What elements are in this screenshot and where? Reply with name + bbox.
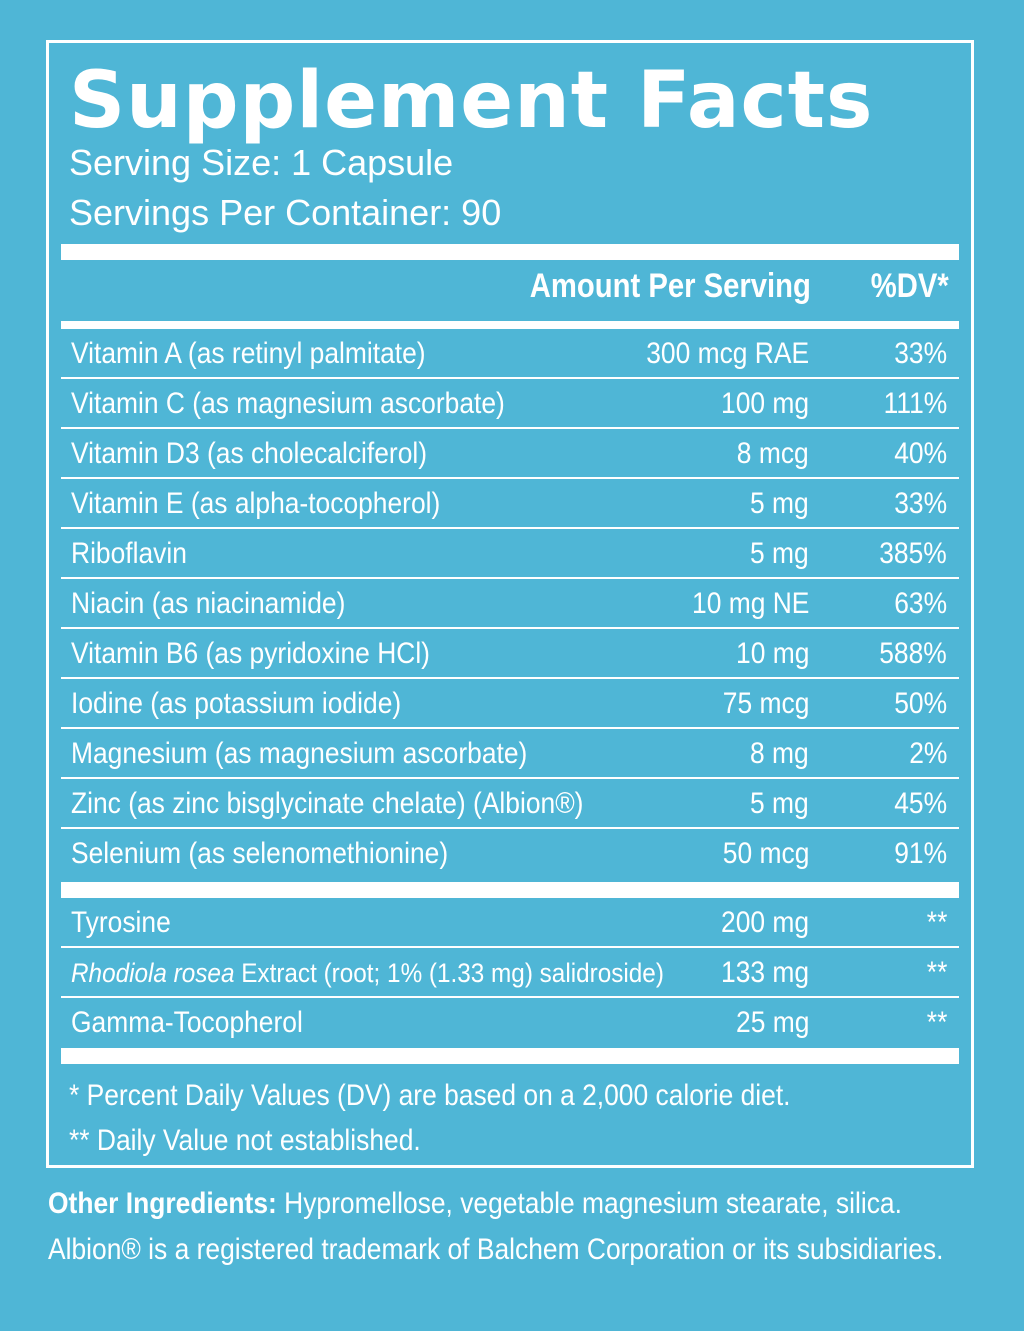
- amount-per-serving-header: Amount Per Serving: [529, 267, 811, 305]
- table-row: Niacin (as niacinamide) 10 mg NE 63%: [61, 579, 959, 629]
- serving-size: Serving Size: 1 Capsule: [69, 142, 454, 183]
- nutrient-dv: 588%: [879, 637, 947, 670]
- table-row: Selenium (as selenomethionine) 50 mcg 91…: [61, 829, 959, 879]
- nutrient-name: Vitamin E (as alpha-tocopherol): [71, 487, 441, 520]
- section-divider: [61, 882, 959, 898]
- table-row: Iodine (as potassium iodide) 75 mcg 50%: [61, 679, 959, 729]
- bottom-divider: [61, 1048, 959, 1064]
- supplement-facts-panel: Supplement Facts Serving Size: 1 Capsule…: [46, 40, 974, 1168]
- nutrient-dv: 91%: [894, 837, 947, 870]
- nutrient-name: Niacin (as niacinamide): [71, 587, 346, 620]
- table-row: Vitamin E (as alpha-tocopherol) 5 mg 33%: [61, 479, 959, 529]
- extract-description: Extract (root; 1% (1.33 mg) salidroside): [234, 958, 664, 988]
- nutrient-amount: 75 mcg: [722, 687, 809, 720]
- table-row: Rhodiola rosea Extract (root; 1% (1.33 m…: [61, 948, 959, 998]
- nutrient-dv: 33%: [894, 487, 947, 520]
- nutrient-amount: 133 mg: [720, 956, 809, 989]
- nutrient-name: Vitamin C (as magnesium ascorbate): [71, 387, 505, 420]
- nutrient-amount: 10 mg: [735, 637, 809, 670]
- table-row: Zinc (as zinc bisglycinate chelate) (Alb…: [61, 779, 959, 829]
- nutrient-amount: 300 mcg RAE: [646, 337, 809, 370]
- nutrient-dv: 111%: [883, 387, 947, 420]
- not-established-footnote: ** Daily Value not established.: [69, 1124, 421, 1157]
- nutrient-amount: 10 mg NE: [691, 587, 809, 620]
- nutrient-dv: **: [926, 906, 947, 939]
- nutrient-amount: 5 mg: [750, 537, 809, 570]
- nutrient-amount: 5 mg: [750, 787, 809, 820]
- nutrient-name: Selenium (as selenomethionine): [71, 837, 449, 870]
- nutrient-name: Gamma-Tocopherol: [71, 1006, 303, 1039]
- nutrient-amount: 5 mg: [750, 487, 809, 520]
- botanical-name: Rhodiola rosea: [71, 958, 235, 988]
- table-row: Vitamin A (as retinyl palmitate) 300 mcg…: [61, 329, 959, 379]
- nutrient-name: Magnesium (as magnesium ascorbate): [71, 737, 528, 770]
- nutrient-name: Vitamin A (as retinyl palmitate): [71, 337, 426, 370]
- table-row: Gamma-Tocopherol 25 mg **: [61, 998, 959, 1048]
- table-row: Vitamin D3 (as cholecalciferol) 8 mcg 40…: [61, 429, 959, 479]
- nutrient-dv: 63%: [894, 587, 947, 620]
- trademark-notice: Albion® is a registered trademark of Bal…: [48, 1233, 944, 1266]
- nutrient-name: Zinc (as zinc bisglycinate chelate) (Alb…: [71, 787, 584, 820]
- nutrient-dv: 50%: [894, 687, 947, 720]
- nutrient-amount: 8 mg: [750, 737, 809, 770]
- servings-per-container: Servings Per Container: 90: [69, 192, 502, 233]
- header-divider: [61, 321, 959, 329]
- nutrient-name: Vitamin D3 (as cholecalciferol): [71, 437, 428, 470]
- table-row: Tyrosine 200 mg **: [61, 898, 959, 948]
- table-row: Magnesium (as magnesium ascorbate) 8 mg …: [61, 729, 959, 779]
- table-row: Riboflavin 5 mg 385%: [61, 529, 959, 579]
- other-ingredients: Other Ingredients: Hypromellose, vegetab…: [48, 1186, 902, 1222]
- nutrient-name: Iodine (as potassium iodide): [71, 687, 402, 720]
- nutrient-dv: 40%: [894, 437, 947, 470]
- nutrient-name: Tyrosine: [71, 906, 171, 939]
- other-ingredients-label: Other Ingredients:: [48, 1187, 277, 1220]
- nutrient-dv: 45%: [894, 787, 947, 820]
- table-row: Vitamin B6 (as pyridoxine HCl) 10 mg 588…: [61, 629, 959, 679]
- page-title: Supplement Facts: [69, 56, 874, 146]
- nutrient-amount: 100 mg: [720, 387, 809, 420]
- nutrient-dv: 2%: [908, 737, 947, 770]
- dv-footnote: * Percent Daily Values (DV) are based on…: [69, 1079, 791, 1112]
- nutrient-name: Vitamin B6 (as pyridoxine HCl): [71, 637, 430, 670]
- nutrient-amount: 50 mcg: [722, 837, 809, 870]
- nutrient-dv: 33%: [894, 337, 947, 370]
- nutrient-dv: 385%: [879, 537, 947, 570]
- other-ingredients-text: Hypromellose, vegetable magnesium steara…: [276, 1187, 902, 1220]
- top-divider: [61, 244, 959, 260]
- table-row: Vitamin C (as magnesium ascorbate) 100 m…: [61, 379, 959, 429]
- nutrient-name: Rhodiola rosea Extract (root; 1% (1.33 m…: [71, 955, 664, 991]
- nutrient-amount: 8 mcg: [737, 437, 809, 470]
- dv-header: %DV*: [870, 267, 949, 305]
- nutrient-amount: 25 mg: [735, 1006, 809, 1039]
- nutrient-dv: **: [926, 1006, 947, 1039]
- nutrient-amount: 200 mg: [720, 906, 809, 939]
- nutrient-dv: **: [926, 956, 947, 989]
- nutrient-name: Riboflavin: [71, 537, 187, 570]
